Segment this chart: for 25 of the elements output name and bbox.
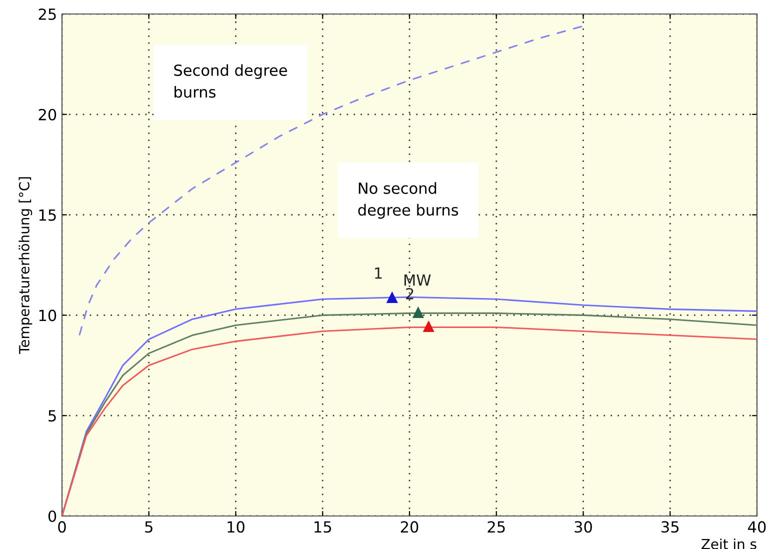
x-tick-label: 0 xyxy=(58,521,66,533)
y-tick-label: 0 xyxy=(48,510,56,522)
point xyxy=(386,291,398,303)
annotation: Second degree burns xyxy=(174,64,287,98)
x-tick-label: 20 xyxy=(400,521,418,533)
point xyxy=(412,306,424,318)
x-tick-label: 40 xyxy=(748,521,766,533)
point xyxy=(422,320,434,332)
x-tick-label: 35 xyxy=(662,521,679,533)
x-tick-label: 30 xyxy=(574,521,592,533)
y-tick-label: 25 xyxy=(38,8,56,20)
x-axis-title: Zeit in s xyxy=(702,538,756,549)
annotation: MW xyxy=(404,274,431,286)
y-tick-label: 5 xyxy=(48,410,56,422)
x-tick-label: 25 xyxy=(488,521,505,533)
line-series xyxy=(78,25,584,336)
annotation: No second degree burns xyxy=(358,182,458,219)
y-axis-title: Temperaturerhöhung [°C] xyxy=(18,177,32,354)
y-tick-label: 15 xyxy=(39,209,56,221)
y-tick-label: 10 xyxy=(39,310,56,322)
x-tick-label: 15 xyxy=(314,521,332,533)
y-tick-label: 20 xyxy=(38,108,56,120)
x-tick-label: 5 xyxy=(145,521,152,533)
x-tick-label: 10 xyxy=(228,521,244,533)
annotation: 1 xyxy=(375,268,382,279)
